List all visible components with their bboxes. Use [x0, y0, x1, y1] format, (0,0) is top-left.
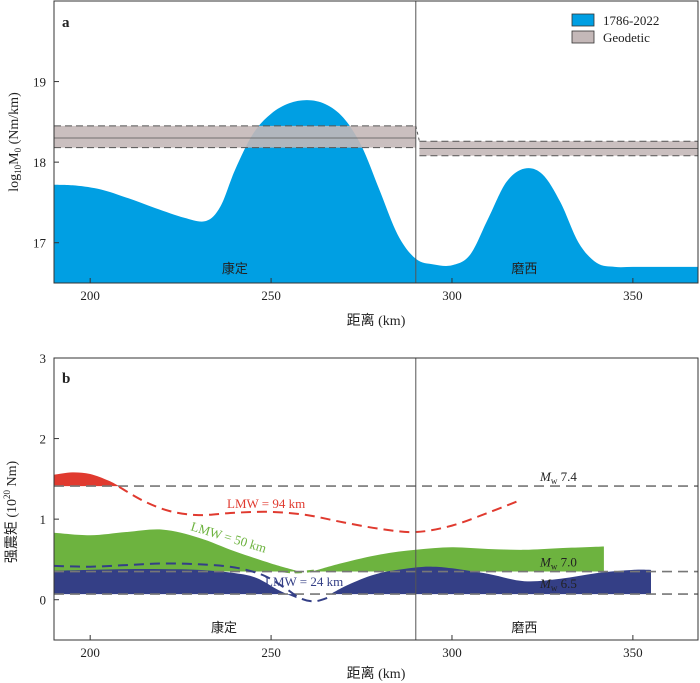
panel-a-x-tick-label: 250 [261, 288, 281, 303]
region-label-1: 康定 [222, 261, 248, 276]
panel-b-frame [53, 357, 699, 641]
panel-a-clipped: 康定 磨西 [54, 1, 698, 283]
panel-b-y-tick-label: 1 [40, 512, 47, 527]
panel-b-y-axis-label: 强震矩 (1020 Nm) [2, 461, 20, 564]
region-label-1: 康定 [211, 620, 237, 635]
panel-b-x-axis-label: 距离 (km) [347, 665, 406, 682]
panel-a-x-tick-label: 300 [442, 288, 462, 303]
mw-reference-label-2: Mw 7.0 [539, 555, 577, 572]
lmw-50-dash-bridge [270, 568, 315, 574]
panel-b-y-tick-label: 2 [40, 432, 47, 447]
panel-a-legend: 1786-2022 Geodetic [571, 13, 659, 45]
panel-b-y-tick-label: 3 [40, 351, 47, 366]
historical-moment-area [54, 100, 698, 283]
panel-b-x-tick-label: 200 [80, 645, 100, 660]
panel-a-x-tick-label: 350 [623, 288, 643, 303]
panel-a-y-axis-label: log10M0 (Nm/km) [7, 92, 23, 192]
panel-a-label: a [62, 15, 70, 31]
panel-b-label: b [62, 371, 70, 387]
region-label-2: 磨西 [511, 261, 537, 276]
panel-a-y-tick-label: 19 [33, 75, 46, 90]
region-label-2: 磨西 [511, 620, 537, 635]
panel-b-x-tick-label: 250 [261, 645, 281, 660]
legend-swatch-historical [571, 13, 595, 27]
lmw-24-fill-right [329, 566, 651, 595]
panel-a-y-tick-label: 18 [33, 155, 46, 170]
mw-reference-label-3: Mw 6.5 [539, 576, 577, 593]
panel-a: 康定 磨西 200 250 300 350 17 18 19 a 1786-2022 Geode… [7, 0, 699, 329]
legend-label-geodetic: Geodetic [603, 30, 650, 45]
lmw-50-fill-left [54, 529, 297, 572]
panel-b-x-tick-label: 300 [442, 645, 462, 660]
panel-b-y-tick-label: 0 [40, 593, 47, 608]
panel-a-y-tick-label: 17 [33, 236, 47, 251]
panel-a-frame [53, 0, 699, 284]
lmw-24-fill-left [54, 569, 297, 599]
mw-reference-label-1: Mw 7.4 [539, 469, 577, 486]
geodetic-band-1 [54, 125, 416, 148]
lmw-24-label: LMW = 24 km [265, 574, 343, 589]
panel-a-x-axis-label: 距离 (km) [347, 312, 406, 329]
lmw-94-dashed-curve [118, 486, 518, 534]
panel-a-x-tick-label: 200 [80, 288, 100, 303]
panel-b-x-tick-label: 350 [623, 645, 643, 660]
geodetic-step-connector [415, 125, 420, 142]
lmw-94-fill [54, 472, 120, 487]
panel-a-plot-area: 康定 磨西 200 250 300 350 17 18 19 [33, 1, 698, 303]
lmw-50-fill-right [314, 546, 604, 572]
legend-label-historical: 1786-2022 [603, 13, 659, 28]
lmw-24-dashed-curve [54, 562, 330, 603]
legend-swatch-geodetic [571, 30, 595, 44]
lmw-94-label: LMW = 94 km [227, 496, 305, 511]
